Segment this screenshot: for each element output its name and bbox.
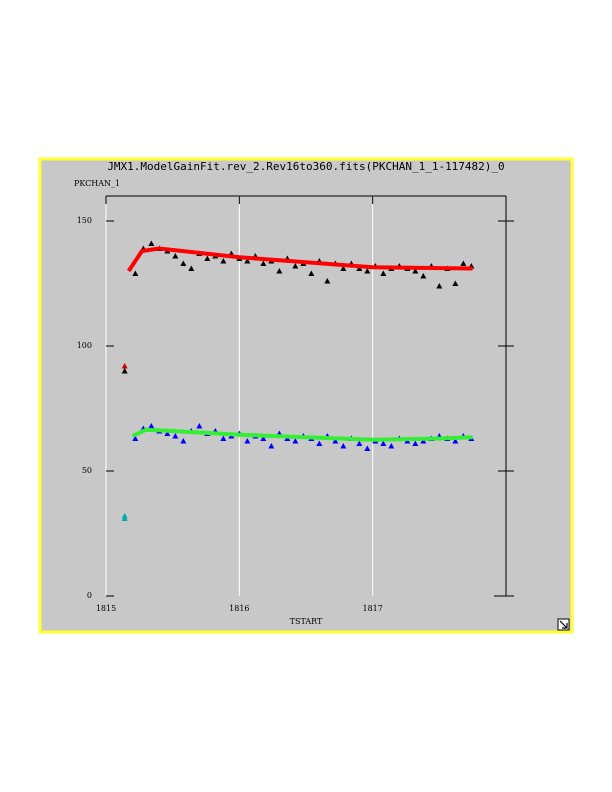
data-point bbox=[356, 440, 363, 446]
x-axis-label: TSTART bbox=[290, 617, 323, 626]
data-point bbox=[308, 270, 315, 276]
data-point bbox=[132, 270, 139, 276]
data-point bbox=[204, 255, 211, 261]
data-point bbox=[260, 435, 267, 441]
data-point bbox=[332, 438, 339, 444]
y-tick-label: 0 bbox=[87, 591, 92, 600]
data-point bbox=[452, 280, 459, 286]
x-tick-label: 1817 bbox=[362, 604, 382, 613]
data-point bbox=[164, 430, 171, 436]
data-point bbox=[420, 273, 427, 279]
data-point bbox=[132, 435, 139, 441]
data-point bbox=[172, 433, 179, 439]
data-point bbox=[244, 438, 251, 444]
data-point bbox=[172, 253, 179, 259]
data-point bbox=[436, 283, 443, 289]
data-point bbox=[244, 258, 251, 264]
data-point bbox=[380, 440, 387, 446]
y-tick-label: 100 bbox=[77, 341, 92, 350]
data-point bbox=[316, 440, 323, 446]
data-point bbox=[364, 445, 371, 451]
y-tick-label: 50 bbox=[82, 466, 92, 475]
data-point bbox=[260, 260, 267, 266]
data-point bbox=[340, 265, 347, 271]
data-point bbox=[220, 258, 227, 264]
data-point bbox=[220, 435, 227, 441]
data-point bbox=[121, 363, 128, 369]
data-point bbox=[292, 438, 299, 444]
data-point bbox=[460, 260, 467, 266]
data-point bbox=[268, 443, 275, 449]
data-point bbox=[452, 438, 459, 444]
data-point bbox=[324, 278, 331, 284]
data-point bbox=[276, 268, 283, 274]
resize-icon[interactable] bbox=[557, 618, 570, 631]
data-point bbox=[188, 265, 195, 271]
data-point bbox=[292, 263, 299, 269]
data-point bbox=[121, 515, 128, 521]
data-point bbox=[340, 443, 347, 449]
data-point bbox=[380, 270, 387, 276]
chart-title: JMX1.ModelGainFit.rev_2.Rev16to360.fits(… bbox=[107, 160, 504, 173]
fit-line bbox=[127, 246, 473, 273]
data-point bbox=[148, 240, 155, 246]
resize-arrow[interactable] bbox=[559, 620, 568, 629]
y-tick-label: 150 bbox=[77, 216, 92, 225]
data-point bbox=[412, 268, 419, 274]
data-point bbox=[180, 438, 187, 444]
data-point bbox=[412, 440, 419, 446]
y-axis-label: PKCHAN_1 bbox=[74, 179, 120, 188]
fit-line bbox=[131, 427, 473, 442]
panel bbox=[38, 157, 574, 634]
data-point bbox=[148, 423, 155, 429]
data-point bbox=[180, 260, 187, 266]
data-point bbox=[364, 268, 371, 274]
x-tick-label: 1816 bbox=[229, 604, 249, 613]
data-point bbox=[388, 443, 395, 449]
data-point bbox=[196, 423, 203, 429]
data-point bbox=[121, 368, 128, 374]
x-tick-label: 1815 bbox=[96, 604, 116, 613]
